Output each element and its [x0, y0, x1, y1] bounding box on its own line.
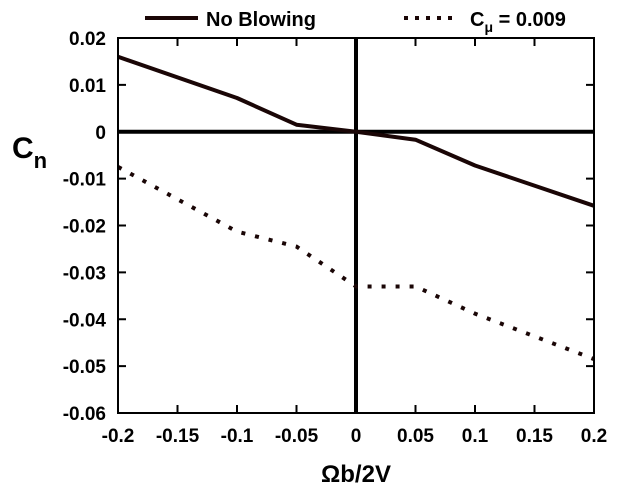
x-tick-label: 0.05	[397, 426, 434, 447]
legend: No Blowing Cμ = 0.009	[145, 9, 566, 35]
y-tick-label: 0.02	[69, 29, 106, 50]
x-axis-ticks: -0.2 -0.15 -0.1 -0.05 0 0.05 0.1 0.15 0.2	[102, 38, 607, 447]
legend-label-blowing: Cμ = 0.009	[470, 9, 566, 35]
x-tick-label: 0.2	[581, 426, 607, 447]
x-tick-label: -0.2	[102, 426, 135, 447]
series-line-0	[117, 54, 595, 208]
x-tick-label: 0	[351, 426, 362, 447]
x-tick-label: 0.15	[516, 426, 553, 447]
zero-axes	[118, 38, 594, 413]
y-tick-label: -0.03	[63, 263, 106, 284]
series-layer	[117, 54, 595, 361]
x-tick-label: 0.1	[462, 426, 489, 447]
y-tick-label: 0	[95, 123, 106, 144]
x-axis-label: Ωb/2V	[321, 461, 391, 488]
plot-frame	[117, 37, 595, 414]
y-tick-label: 0.01	[69, 76, 106, 97]
y-axis-ticks: 0.02 0.01 0 -0.01 -0.02 -0.03 -0.04 -0.05 -0.06	[63, 29, 594, 425]
y-tick-label: -0.06	[63, 404, 106, 425]
y-axis-label: Cn	[12, 132, 47, 173]
y-tick-label: -0.04	[63, 310, 107, 331]
x-tick-label: -0.1	[221, 426, 254, 447]
y-tick-label: -0.01	[63, 170, 107, 191]
series-line-1	[117, 165, 595, 361]
legend-label-no-blowing: No Blowing	[206, 9, 316, 31]
x-tick-label: -0.05	[275, 426, 319, 447]
y-tick-label: -0.05	[63, 357, 107, 378]
y-tick-label: -0.02	[63, 217, 106, 238]
x-tick-label: -0.15	[156, 426, 200, 447]
